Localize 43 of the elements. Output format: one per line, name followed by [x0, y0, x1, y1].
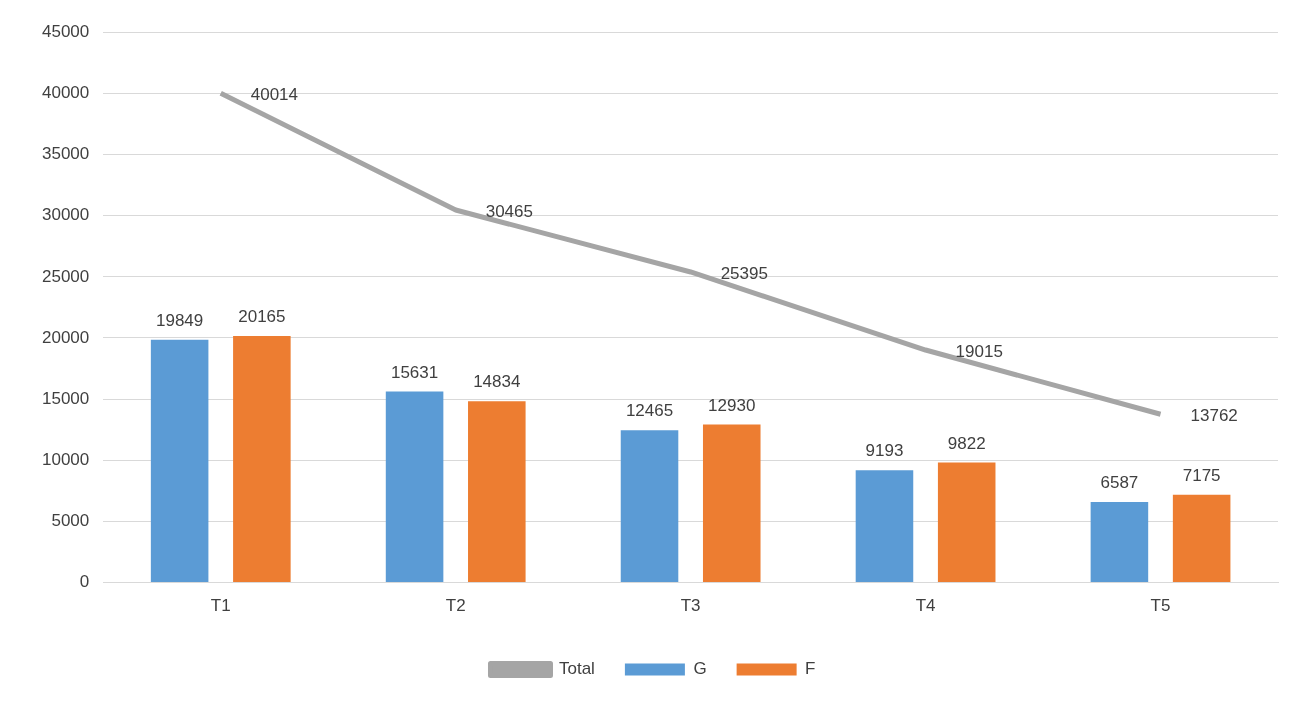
data-label: 12930 [708, 395, 756, 415]
data-label: 14834 [473, 372, 521, 392]
x-tick-label: T1 [210, 596, 231, 616]
legend-label: F [805, 659, 816, 679]
bar [1090, 502, 1149, 583]
legend-label: G [693, 659, 707, 679]
data-label: 30465 [485, 201, 533, 221]
y-tick-label: 10000 [41, 449, 90, 469]
x-tick-label: T2 [445, 596, 466, 616]
x-tick-label: T5 [1150, 596, 1171, 616]
data-label: 25395 [720, 263, 768, 283]
bar [1172, 494, 1231, 583]
bar [855, 470, 914, 583]
bar [385, 391, 444, 583]
bar [620, 430, 679, 583]
y-tick-label: 40000 [41, 83, 90, 103]
y-tick-label: 5000 [51, 511, 90, 531]
x-tick-label: T3 [680, 596, 701, 616]
y-tick-label: 25000 [41, 266, 90, 286]
bar [150, 339, 209, 583]
bar [468, 401, 526, 583]
x-tick-label: T4 [915, 596, 936, 616]
data-label: 15631 [390, 362, 439, 382]
bar [937, 462, 996, 583]
data-label: 20165 [238, 307, 286, 327]
data-label: 13762 [1190, 405, 1238, 425]
data-label: 9193 [865, 441, 904, 461]
data-label: 6587 [1100, 473, 1139, 493]
data-label: 7175 [1182, 466, 1221, 486]
y-tick-label: 30000 [41, 205, 90, 225]
data-label: 9822 [947, 433, 986, 453]
data-label: 12465 [625, 401, 674, 421]
data-label: 40014 [250, 84, 299, 104]
bar [702, 424, 761, 583]
y-tick-label: 35000 [41, 144, 90, 164]
y-tick-label: 15000 [41, 388, 90, 408]
y-tick-label: 0 [79, 572, 90, 592]
bar [233, 335, 291, 583]
y-tick-label: 20000 [41, 327, 90, 347]
y-tick-label: 45000 [41, 21, 90, 41]
data-label: 19849 [155, 311, 204, 331]
legend-label: Total [558, 659, 595, 679]
data-label: 19015 [955, 341, 1003, 361]
